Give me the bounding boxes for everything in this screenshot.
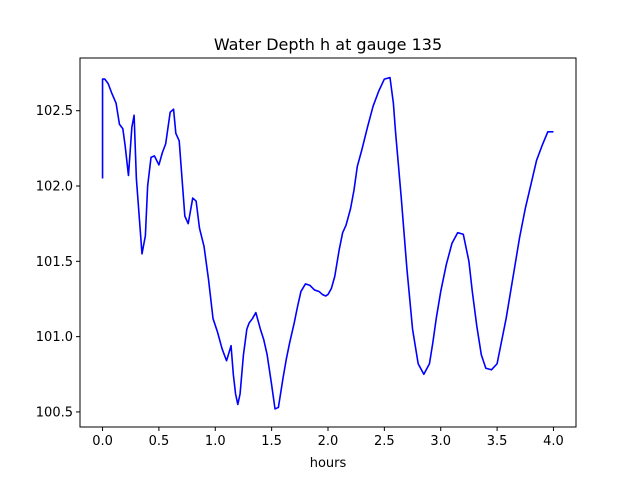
x-tick-label: 4.0 xyxy=(543,434,564,449)
y-tick-label: 102.0 xyxy=(36,180,73,195)
x-tick-label: 2.5 xyxy=(374,434,395,449)
series-line-0 xyxy=(101,76,554,410)
y-tick-label: 101.0 xyxy=(36,330,73,345)
chart-title: Water Depth h at gauge 135 xyxy=(214,35,442,54)
x-tick-label: 0.0 xyxy=(92,434,113,449)
x-tick-label: 1.0 xyxy=(205,434,226,449)
x-tick-label: 0.5 xyxy=(149,434,170,449)
plot-area: 0.0 0.5 1.0 1.5 2.0 2.5 3.0 3.5 4.0 100.5 101.0 101… xyxy=(36,57,577,449)
x-tick-label: 1.5 xyxy=(261,434,282,449)
x-tick-label: 2.0 xyxy=(318,434,339,449)
x-tick-label: 3.0 xyxy=(430,434,451,449)
y-tick-label: 100.5 xyxy=(36,405,73,420)
x-tick-label: 3.5 xyxy=(487,434,508,449)
y-tick-label: 102.5 xyxy=(36,104,73,119)
y-tick-label: 101.5 xyxy=(36,255,73,270)
x-axis-label: hours xyxy=(310,456,347,471)
plot-frame xyxy=(79,57,577,428)
